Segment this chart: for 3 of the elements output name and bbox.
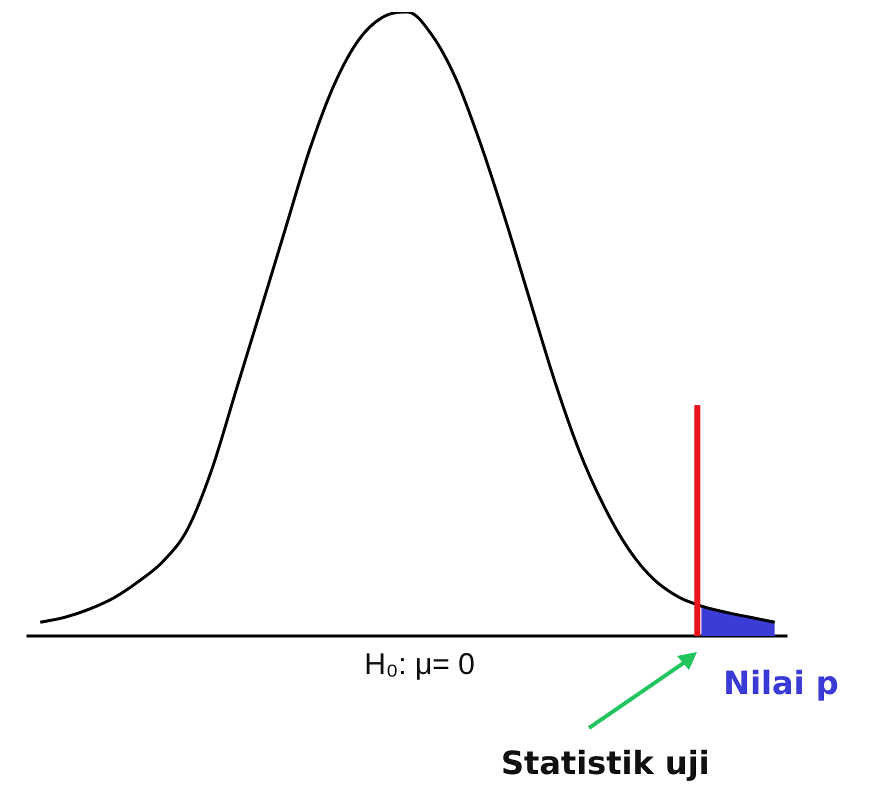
text: Statistik uji [500,744,710,782]
series-label: Nilai p [723,664,839,702]
text: H₀: μ= 0 [364,648,475,682]
